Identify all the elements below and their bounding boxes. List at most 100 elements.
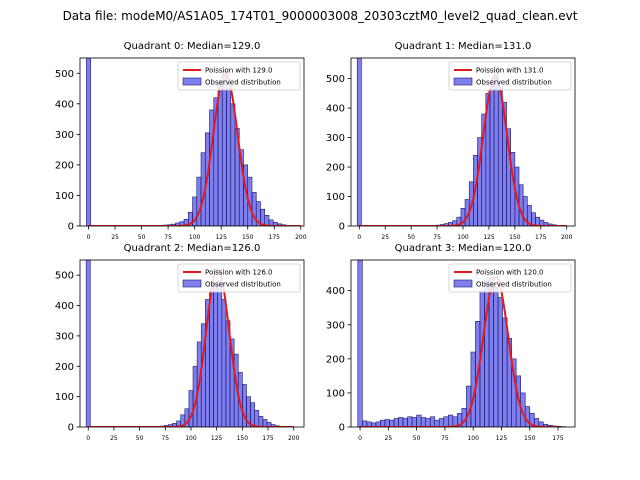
x-tick-label: 150: [237, 435, 249, 442]
y-tick-label: 500: [326, 74, 345, 85]
histogram-bar: [262, 419, 268, 427]
histogram-bar: [217, 280, 223, 427]
y-tick-label: 300: [326, 133, 345, 144]
histogram-bar: [86, 58, 91, 226]
y-tick-label: 300: [326, 320, 345, 331]
plot-area: [356, 58, 567, 226]
x-tick-label: 0: [86, 435, 90, 442]
y-tick-label: 400: [55, 99, 74, 110]
plot-area: [85, 260, 294, 427]
plot-area: [86, 58, 301, 226]
x-tick-label: 200: [561, 234, 573, 241]
histogram-bar: [356, 58, 362, 226]
plot-area: [357, 260, 567, 427]
histogram-bar: [420, 417, 426, 427]
legend-label: Observed distribution: [476, 79, 552, 87]
y-tick-label: 0: [339, 222, 345, 233]
fit-line: [88, 72, 301, 226]
legend-label: Observed distribution: [476, 281, 552, 289]
legend-label: Poission with 120.0: [476, 269, 544, 277]
subplot-quadrant-2: Quadrant 2: Median=126.00100200300400500…: [55, 243, 305, 442]
x-tick-label: 75: [164, 234, 172, 241]
x-tick-label: 175: [269, 234, 281, 241]
histogram-bar: [254, 409, 260, 427]
subplot-title: Quadrant 1: Median=131.0: [395, 41, 532, 52]
legend: Poission with 131.0 Observed distribution: [448, 61, 572, 91]
x-tick-label: 200: [288, 435, 300, 442]
x-tick-label: 100: [467, 435, 479, 442]
legend-box: [448, 263, 572, 293]
legend-hist-swatch: [453, 279, 473, 288]
y-tick-label: 400: [55, 301, 74, 312]
histogram-bar: [384, 419, 390, 427]
x-tick-label: 150: [524, 435, 536, 442]
x-tick-label: 100: [189, 234, 201, 241]
histogram-bar: [221, 299, 227, 427]
histogram-bar: [398, 417, 404, 427]
x-tick-label: 175: [552, 435, 564, 442]
legend-label: Observed distribution: [205, 281, 281, 289]
y-tick-label: 100: [55, 191, 74, 202]
histogram-bar: [489, 84, 495, 226]
axes-frame: [350, 259, 576, 428]
y-tick-label: 100: [326, 192, 345, 203]
legend-label: Observed distribution: [205, 79, 281, 87]
x-tick-label: 125: [483, 234, 495, 241]
legend: Poission with 129.0 Observed distribution: [177, 61, 301, 91]
histogram-bar: [250, 402, 255, 427]
x-tick-label: 25: [110, 435, 118, 442]
histogram-bar: [251, 192, 257, 226]
x-tick-label: 150: [242, 234, 254, 241]
histogram-bar: [416, 414, 422, 427]
y-tick-label: 400: [326, 104, 345, 115]
histogram-bar: [502, 317, 508, 427]
legend-box: [177, 263, 301, 293]
histogram-bar: [357, 260, 363, 427]
histogram-bar: [402, 418, 408, 427]
histogram-bar: [188, 390, 194, 427]
y-tick-label: 100: [326, 388, 345, 399]
legend-box: [448, 61, 572, 91]
axes-frame: [79, 259, 305, 428]
histogram-bar: [429, 416, 436, 427]
y-tick-label: 500: [55, 69, 74, 80]
x-tick-label: 0: [357, 234, 361, 241]
legend-box: [177, 61, 301, 91]
y-tick-label: 0: [68, 222, 74, 233]
histogram-bar: [389, 419, 395, 427]
x-tick-label: 25: [111, 234, 119, 241]
subplot-quadrant-3: Quadrant 3: Median=120.0 0 100 200 300 400 0 25…: [326, 243, 576, 442]
histogram-bar: [434, 419, 440, 427]
x-tick-label: 200: [295, 234, 307, 241]
histogram-bar: [209, 290, 214, 427]
y-tick-label: 200: [326, 163, 345, 174]
x-tick-label: 175: [262, 435, 274, 442]
y-tick-label: 200: [55, 362, 74, 373]
histogram-bar: [230, 103, 236, 226]
histogram-bar: [209, 109, 215, 226]
subplot-title: Quadrant 0: Median=129.0: [124, 41, 261, 52]
x-tick-label: 0: [358, 435, 362, 442]
x-tick-label: 125: [215, 234, 227, 241]
x-tick-label: 50: [413, 435, 421, 442]
histogram-bar: [258, 416, 264, 427]
y-tick-label: 0: [68, 423, 74, 434]
legend: Poission with 120.0 Observed distribution: [448, 263, 572, 293]
legend: Poission with 126.0 Observed distribution: [177, 263, 301, 293]
histogram-bar: [443, 416, 449, 427]
x-tick-label: 50: [407, 234, 415, 241]
legend-label: Poission with 129.0: [205, 67, 273, 75]
y-tick-label: 300: [55, 331, 74, 342]
subplot-quadrant-0: Quadrant 0: Median=129.00100200300400500…: [55, 41, 307, 241]
histogram-bar: [221, 69, 227, 226]
x-tick-label: 125: [496, 435, 508, 442]
legend-hist-swatch: [182, 77, 202, 86]
histogram-bar: [196, 176, 202, 226]
subplot-title: Quadrant 2: Median=126.0: [124, 243, 261, 254]
x-tick-label: 75: [161, 435, 169, 442]
x-tick-label: 100: [457, 234, 469, 241]
legend-label: Poission with 126.0: [205, 269, 273, 277]
axes-frame: [79, 57, 305, 227]
histogram-bar: [380, 419, 386, 427]
subplot-quadrant-1: Quadrant 1: Median=131.00100200300400500…: [326, 41, 576, 241]
